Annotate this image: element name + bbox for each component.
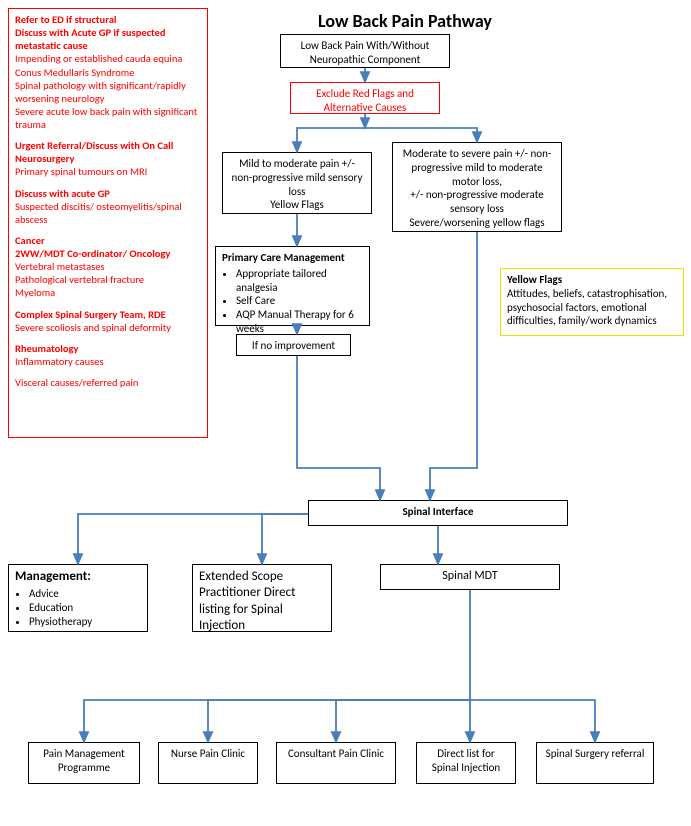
node-moderate: Moderate to severe pain +/- non-progress… [392, 142, 562, 232]
node-esp: Extended Scope Practitioner Direct listi… [192, 564, 332, 632]
page-title: Low Back Pain Pathway [275, 10, 535, 32]
node-nurse-clinic: Nurse Pain Clinic [158, 742, 258, 784]
node-mild: Mild to moderate pain +/- non-progressiv… [222, 152, 372, 214]
node-no-improvement: If no improvement [236, 334, 351, 356]
node-start: Low Back Pain With/Without Neuropathic C… [280, 34, 450, 68]
yellow-flags-box: Yellow FlagsAttitudes, beliefs, catastro… [500, 268, 684, 336]
node-spinal-interface: Spinal Interface [308, 500, 568, 526]
red-flags-panel: Refer to ED if structuralDiscuss with Ac… [8, 8, 208, 438]
node-spinal-mdt: Spinal MDT [380, 564, 560, 590]
node-exclude-redflags: Exclude Red Flags and Alternative Causes [290, 82, 440, 114]
node-management: Management:AdviceEducationPhysiotherapy [8, 564, 148, 632]
node-primary-care: Primary Care ManagementAppropriate tailo… [215, 246, 370, 326]
node-direct-injection: Direct list for Spinal Injection [416, 742, 516, 784]
node-pain-programme: Pain Management Programme [28, 742, 140, 784]
node-surgery-referral: Spinal Surgery referral [536, 742, 654, 784]
node-consultant-clinic: Consultant Pain Clinic [276, 742, 396, 784]
